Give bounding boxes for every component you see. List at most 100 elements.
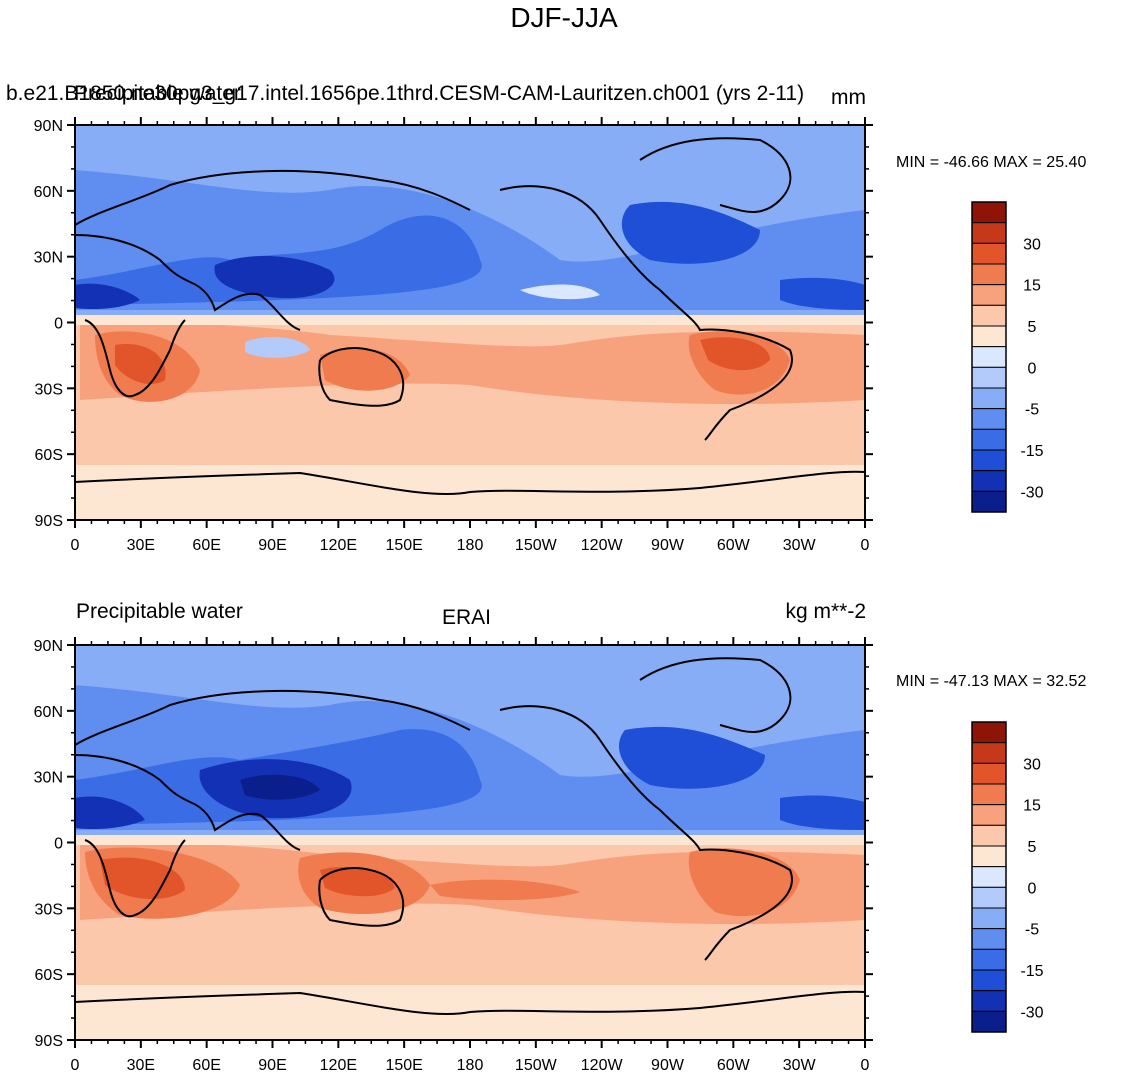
p1-blob-atl-e — [780, 277, 865, 310]
p2-colorbar-label: 30 — [1023, 756, 1041, 773]
panel1-field — [75, 125, 865, 520]
p1-x-tick-label: 90E — [258, 537, 286, 554]
p1-colorbar-swatch — [971, 263, 1007, 286]
p1-coast-asia-south — [75, 234, 301, 331]
panel2-coastlines — [75, 657, 865, 1015]
p2-equator-band — [75, 835, 865, 845]
p1-blob-indian-ocean — [245, 336, 310, 358]
p2-x-tick-label: 0 — [71, 1057, 80, 1074]
p1-x-tick-label: 30E — [127, 537, 155, 554]
p1-blob-namerica — [621, 201, 760, 264]
p2-blob-australia-core — [320, 866, 395, 897]
p1-colorbar-label: 5 — [1028, 319, 1037, 336]
p1-y-tick-label: 60S — [35, 447, 63, 464]
p1-x-tick-label: 120E — [320, 537, 357, 554]
p2-colorbar-label: 0 — [1028, 880, 1037, 897]
p2-colorbar-swatch — [971, 742, 1007, 764]
p2-x-tick-label: 60E — [192, 1057, 220, 1074]
p2-colorbar-swatch — [971, 824, 1007, 847]
p2-x-tick-label: 30E — [127, 1057, 155, 1074]
p2-y-tick-label: 60S — [35, 967, 63, 984]
p1-colorbar-label: 30 — [1023, 236, 1041, 253]
p2-colorbar-swatch — [971, 804, 1007, 826]
p1-colorbar-swatch — [971, 222, 1007, 244]
p1-colorbar-swatch — [971, 387, 1007, 410]
p2-coast-antarctica — [75, 990, 865, 1015]
p1-blob-samerica-core — [700, 337, 770, 371]
p2-blob-atl-e — [780, 795, 865, 830]
p2-x-tick-label: 60W — [717, 1057, 751, 1074]
p1-blob-africa-core — [115, 344, 166, 385]
p1-x-tick-label: 150E — [385, 537, 422, 554]
p2-coast-americas — [499, 705, 793, 961]
panel2-colorbar: 30 15 5 0 -5 -15 -30 — [971, 721, 1044, 1033]
p2-blob-pac-band — [430, 879, 580, 901]
panel1-axes: 0 30E 60E 90E 120E 150E 180 150W 120W 90W 60W 30W 09… — [34, 117, 873, 554]
p1-colorbar-swatch — [971, 428, 1007, 451]
p2-x-tick-label: 120E — [320, 1057, 357, 1074]
p1-colorbar-label: -5 — [1025, 402, 1039, 419]
p1-x-tick-label: 180 — [457, 537, 484, 554]
p2-x-tick-label: 180 — [457, 1057, 484, 1074]
p2-colorbar-swatch — [971, 907, 1007, 930]
p1-coast-antarctica — [75, 470, 865, 495]
figure-title: DJF-JJA — [510, 2, 618, 33]
p2-y-tick-label: 30S — [35, 901, 63, 918]
p2-y-tick-label: 0 — [54, 836, 63, 853]
p1-x-tick-label: 60W — [717, 537, 751, 554]
p1-colorbar-swatch — [971, 284, 1007, 306]
p2-x-tick-label: 120W — [581, 1057, 624, 1074]
p1-coast-americas — [499, 185, 793, 441]
p1-colorbar-label: -15 — [1020, 443, 1043, 460]
p2-blob-namerica — [618, 726, 765, 789]
p1-y-tick-label: 90N — [34, 118, 63, 135]
p1-y-tick-label: 60N — [34, 184, 63, 201]
p2-colorbar-swatch — [971, 762, 1007, 785]
p1-equator-band — [75, 315, 865, 325]
p1-x-tick-label: 60E — [192, 537, 220, 554]
panel1-left-title: b.e21.B1850.ne30pg3_g17.intel.1656pe.1th… — [6, 82, 805, 105]
p1-colorbar-swatch — [971, 408, 1007, 430]
p2-blob-africa-core — [100, 857, 185, 900]
p2-coast-asia-south — [75, 754, 301, 851]
p1-colorbar-swatch — [971, 242, 1007, 265]
panel1-colorbar: 30 15 5 0 -5 -15 -30 — [971, 201, 1044, 513]
panel2-field — [75, 645, 865, 1040]
p1-coast-africa — [84, 319, 186, 398]
p2-x-tick-label: 150E — [385, 1057, 422, 1074]
p2-colorbar-swatch — [971, 721, 1007, 744]
p1-colorbar-label: 0 — [1028, 360, 1037, 377]
panel2-left-title: Precipitable water — [76, 600, 243, 623]
p1-colorbar-swatch — [971, 366, 1007, 389]
p2-blob-atl-w — [75, 796, 145, 830]
p2-colorbar-swatch — [971, 783, 1007, 806]
p2-colorbar-label: -5 — [1025, 922, 1039, 939]
panel2-max-label: MAX = 32.52 — [993, 673, 1087, 690]
p1-colorbar-swatch — [971, 201, 1007, 224]
p1-colorbar-label: -30 — [1020, 484, 1043, 501]
p1-coast-eurasia-north — [75, 169, 471, 226]
p2-coast-australia — [318, 867, 405, 927]
p2-y-tick-label: 60N — [34, 704, 63, 721]
p1-x-tick-label: 150W — [515, 537, 558, 554]
p2-colorbar-swatch — [971, 990, 1007, 1012]
p2-colorbar-swatch — [971, 845, 1007, 868]
panel2-minmax: MIN = -47.13 MAX = 32.52 — [896, 673, 1086, 691]
p1-blob-pac-light — [520, 284, 600, 300]
p2-colorbar-label: 15 — [1023, 798, 1041, 815]
p2-coast-eurasia-north — [75, 689, 471, 746]
p2-x-tick-label: 30W — [783, 1057, 817, 1074]
p1-x-tick-label: 120W — [581, 537, 624, 554]
p2-colorbar-swatch — [971, 1010, 1007, 1033]
p2-colorbar-label: 5 — [1028, 839, 1037, 856]
p2-colorbar-label: -15 — [1020, 963, 1043, 980]
p2-colorbar-frame — [971, 721, 1007, 1033]
panel2-axes: 0 30E 60E 90E 120E 150E 180 150W 120W 90W 60W 30W 09… — [34, 637, 873, 1074]
p2-blob-asia-deep — [240, 774, 320, 800]
p1-colorbar-frame — [971, 201, 1007, 513]
panel1-minmax: MIN = -46.66 MAX = 25.40 — [896, 154, 1086, 172]
panel1-left-subtitle: Precipitable water — [74, 82, 241, 105]
p1-x-tick-label: 0 — [861, 537, 870, 554]
panel2-center-title: ERAI — [442, 606, 492, 629]
p1-coast-australia — [318, 347, 405, 407]
